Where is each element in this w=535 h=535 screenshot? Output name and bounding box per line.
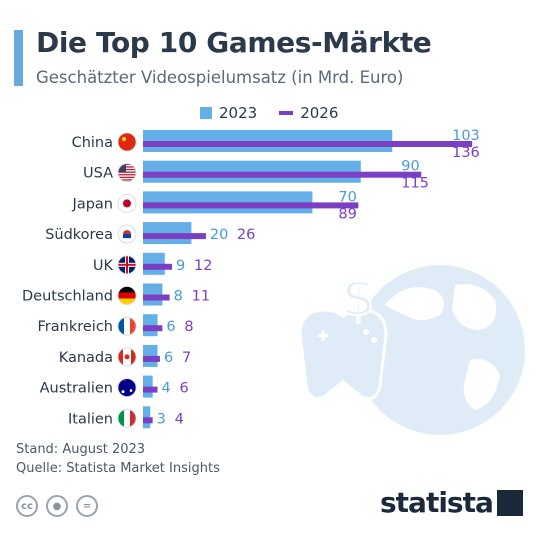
flag-south-korea-icon — [117, 224, 137, 244]
category-label: Kanada — [59, 350, 113, 366]
bar-2026 — [143, 202, 359, 209]
bar-2026 — [143, 417, 153, 424]
category-label: UK — [93, 258, 114, 274]
category-label: Deutschland — [22, 289, 113, 305]
category-label: Frankreich — [38, 319, 113, 335]
no-derivatives-icon[interactable]: = — [76, 495, 98, 517]
value-label-2026: 12 — [194, 258, 212, 274]
category-label: China — [72, 135, 113, 151]
value-label-2026: 11 — [192, 289, 210, 305]
value-label-2026: 6 — [180, 381, 189, 397]
flag-france-icon — [117, 316, 137, 336]
legend-item-2023: 2023 — [200, 104, 257, 122]
bar-2026 — [143, 263, 173, 270]
category-label: Australien — [40, 381, 113, 397]
value-label-2023: 103 — [452, 128, 480, 144]
value-label-2023: 6 — [166, 319, 175, 335]
source-note: Quelle: Statista Market Insights — [16, 461, 220, 476]
bar-2026 — [143, 355, 160, 362]
cc-license-icon[interactable]: cc — [16, 495, 38, 517]
value-label-2023: 70 — [338, 189, 356, 205]
value-label-2023: 4 — [162, 381, 171, 397]
svg-text:$: $ — [342, 268, 375, 328]
flag-germany-icon — [117, 286, 137, 305]
legend-label-2023: 2023 — [219, 104, 258, 122]
legend-item-2026: 2026 — [279, 104, 338, 122]
value-label-2026: 26 — [237, 227, 255, 243]
value-label-2023: 9 — [176, 258, 185, 274]
value-label-2026: 115 — [401, 176, 429, 192]
value-label-2023: 20 — [210, 227, 228, 243]
legend-label-2026: 2026 — [300, 104, 339, 122]
value-label-2026: 4 — [175, 411, 184, 427]
flag-italy-icon — [117, 408, 137, 428]
globe-gamepad-illustration: $ — [298, 265, 525, 435]
bar-2026 — [143, 171, 422, 178]
flag-australia-icon — [117, 378, 137, 398]
category-label: USA — [83, 166, 113, 182]
value-label-2023: 6 — [164, 350, 173, 366]
chart-title: Die Top 10 Games-Märkte — [36, 26, 432, 59]
bar-2026 — [143, 233, 206, 240]
value-label-2023: 3 — [157, 411, 166, 427]
statista-mark-icon — [496, 489, 523, 516]
stand-note: Stand: August 2023 — [16, 442, 146, 457]
title-accent-bar — [14, 30, 23, 86]
flag-uk-icon — [117, 255, 137, 275]
value-label-2026: 8 — [184, 319, 193, 335]
attribution-icon[interactable]: ● — [46, 495, 68, 517]
value-label-2023: 8 — [174, 289, 183, 305]
legend: 2023 2026 — [200, 104, 360, 122]
statista-wordmark: statista — [380, 486, 494, 519]
value-label-2026: 7 — [182, 350, 191, 366]
flag-canada-icon — [117, 347, 137, 367]
value-label-2023: 90 — [401, 159, 419, 175]
category-label: Japan — [72, 196, 113, 212]
flag-japan-icon — [117, 194, 137, 213]
value-label-2026: 89 — [338, 206, 356, 222]
bar-2026 — [143, 294, 170, 301]
chart-subtitle: Geschätzter Videospielumsatz (in Mrd. Eu… — [36, 68, 404, 87]
bar-2026 — [143, 386, 158, 393]
legend-swatch-2026 — [279, 111, 294, 115]
bar-2023 — [143, 191, 313, 214]
category-label: Südkorea — [45, 227, 113, 243]
bar-2023 — [143, 252, 165, 275]
legend-swatch-2023 — [200, 107, 212, 119]
statista-logo[interactable]: statista — [380, 486, 523, 519]
flag-usa-icon — [117, 163, 137, 183]
flag-china-icon — [117, 132, 137, 152]
value-label-2026: 136 — [452, 145, 480, 161]
category-label: Italien — [68, 411, 113, 427]
bar-2026 — [143, 141, 473, 147]
bar-2023 — [143, 160, 361, 183]
bar-2026 — [143, 325, 163, 332]
